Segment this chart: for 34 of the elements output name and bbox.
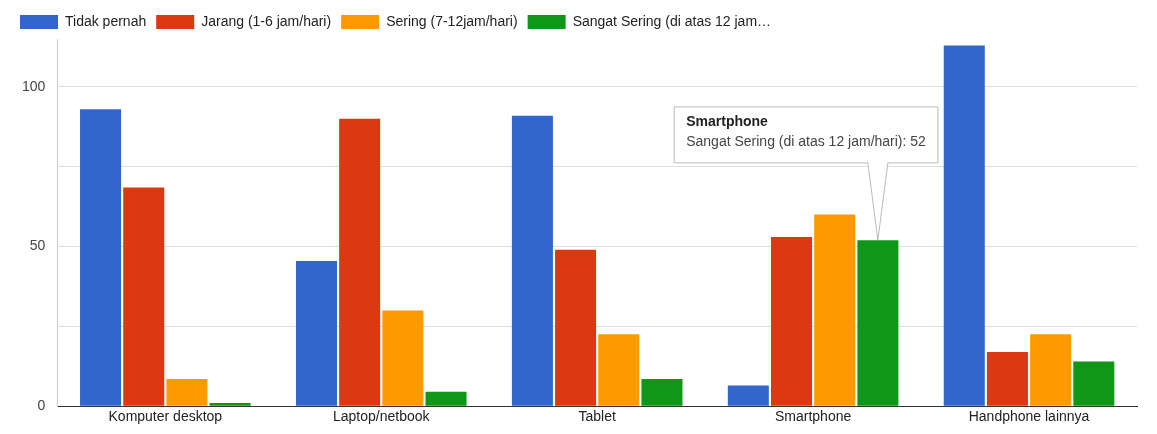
bar: [425, 391, 467, 406]
legend-label: Sangat Sering (di atas 12 jam…: [572, 12, 772, 29]
bar: [511, 115, 553, 406]
annotation: Sangat Sering (di atas 12 jam/hari): 52: [686, 132, 927, 149]
bar: [986, 351, 1028, 406]
legend-label: Jarang (1-6 jam/hari): [201, 12, 332, 29]
x-tick-label: Laptop/netbook: [332, 408, 431, 425]
bar: [641, 379, 683, 406]
bar: [943, 45, 985, 406]
y-tick-label: 0: [37, 397, 46, 414]
bar: [339, 118, 381, 406]
bar: [382, 310, 424, 406]
bar: [857, 240, 899, 406]
x-tick-label: Handphone lainnya: [968, 408, 1090, 425]
bar: [598, 334, 640, 406]
y-tick-label: 100: [22, 77, 46, 94]
bar: [295, 260, 337, 406]
bar: [771, 236, 813, 406]
x-tick-label: Komputer desktop: [108, 408, 223, 425]
bar: [123, 187, 165, 406]
y-tick-label: 50: [29, 237, 46, 254]
bar: [209, 403, 251, 406]
bar: [80, 109, 122, 406]
annotation: Smartphone: [686, 112, 769, 129]
bar: [555, 249, 597, 406]
x-tick-label: Tablet: [578, 408, 616, 425]
bar: [1030, 334, 1072, 406]
legend-label: Sering (7-12jam/hari): [386, 12, 518, 29]
bar: [166, 379, 208, 406]
x-tick-label: Smartphone: [774, 408, 852, 425]
bar: [814, 214, 856, 406]
bar: [727, 385, 769, 406]
bar: [1073, 361, 1115, 406]
legend-label: Tidak pernah: [65, 12, 147, 29]
